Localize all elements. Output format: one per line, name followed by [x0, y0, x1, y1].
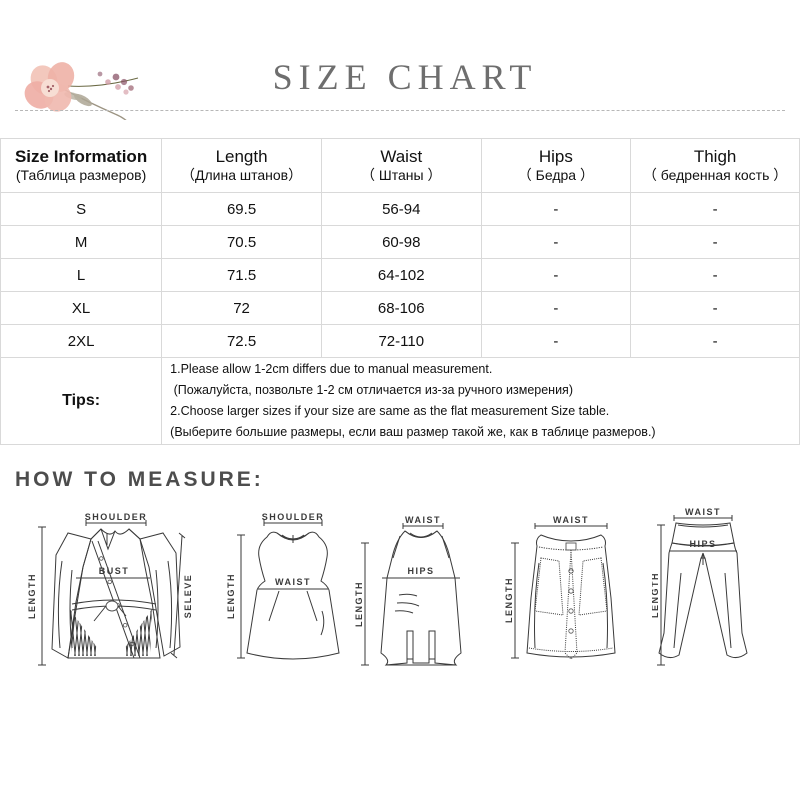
svg-text:BUST: BUST	[99, 566, 130, 576]
svg-text:SHOULDER: SHOULDER	[262, 512, 325, 522]
svg-text:WAIST: WAIST	[275, 577, 311, 587]
svg-text:WAIST: WAIST	[553, 515, 589, 525]
svg-text:LENGTH: LENGTH	[652, 572, 660, 618]
svg-text:HIPS: HIPS	[689, 539, 716, 549]
svg-text:LENGTH: LENGTH	[28, 573, 37, 619]
svg-text:LENGTH: LENGTH	[505, 577, 514, 623]
svg-text:WAIST: WAIST	[685, 507, 721, 517]
svg-text:HIPS: HIPS	[407, 566, 434, 576]
svg-text:LENGTH: LENGTH	[227, 573, 236, 619]
svg-text:SELEVE: SELEVE	[183, 574, 193, 619]
svg-text:WAIST: WAIST	[405, 515, 441, 525]
svg-text:LENGTH: LENGTH	[355, 581, 364, 627]
svg-text:SHOULDER: SHOULDER	[85, 512, 148, 522]
